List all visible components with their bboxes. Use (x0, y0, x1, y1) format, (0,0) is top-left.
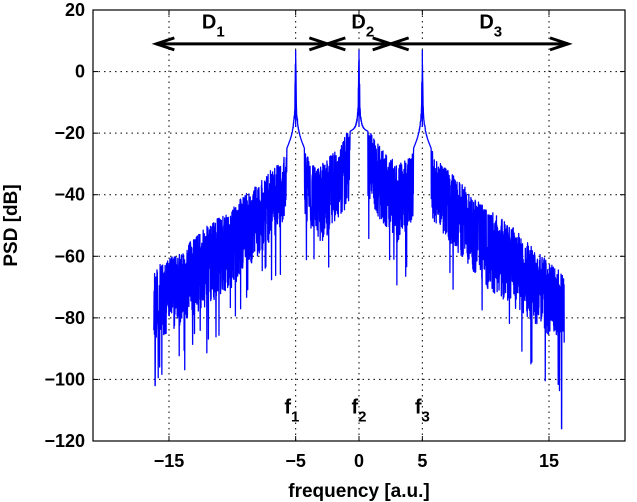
y-tick-label: −20 (54, 123, 85, 143)
annotation-label: f1 (284, 396, 299, 425)
annotations: D1 D2 D3 f1 f2 f3 (202, 11, 502, 425)
y-tick-label: −40 (54, 185, 85, 205)
span-arrow (322, 36, 396, 52)
y-axis-label: PSD [dB] (1, 184, 22, 266)
x-tick-label: −15 (154, 451, 185, 471)
span-arrow (151, 36, 333, 52)
annotation-label: D2 (351, 11, 374, 40)
annotation-label: f3 (415, 396, 430, 425)
annotation-label: D3 (479, 11, 502, 40)
x-tick-label: 5 (417, 451, 427, 471)
y-tick-labels: 20 0 −20 −40 −60 −80 −100 −120 (44, 0, 625, 451)
y-tick-label: −120 (44, 431, 85, 451)
arrow-head (151, 36, 175, 52)
x-tick-label: −5 (285, 451, 306, 471)
x-tick-label: 0 (354, 451, 364, 471)
x-tick-labels: −15 −5 0 5 15 (154, 10, 559, 471)
x-axis-label: frequency [a.u.] (288, 481, 429, 502)
span-arrows (151, 36, 573, 52)
y-tick-label: −60 (54, 246, 85, 266)
annotation-label: D1 (202, 11, 225, 40)
annotation-label: f2 (351, 396, 366, 425)
x-tick-label: 15 (539, 451, 559, 471)
psd-trace (153, 50, 565, 430)
y-tick-label: 20 (65, 0, 85, 20)
y-tick-label: −80 (54, 308, 85, 328)
span-arrow (385, 36, 573, 52)
psd-series (153, 50, 565, 430)
arrow-head (385, 36, 410, 52)
arrow-head (322, 36, 346, 52)
y-tick-label: −100 (44, 369, 85, 389)
arrow-head (549, 36, 573, 52)
y-tick-label: 0 (75, 62, 85, 82)
